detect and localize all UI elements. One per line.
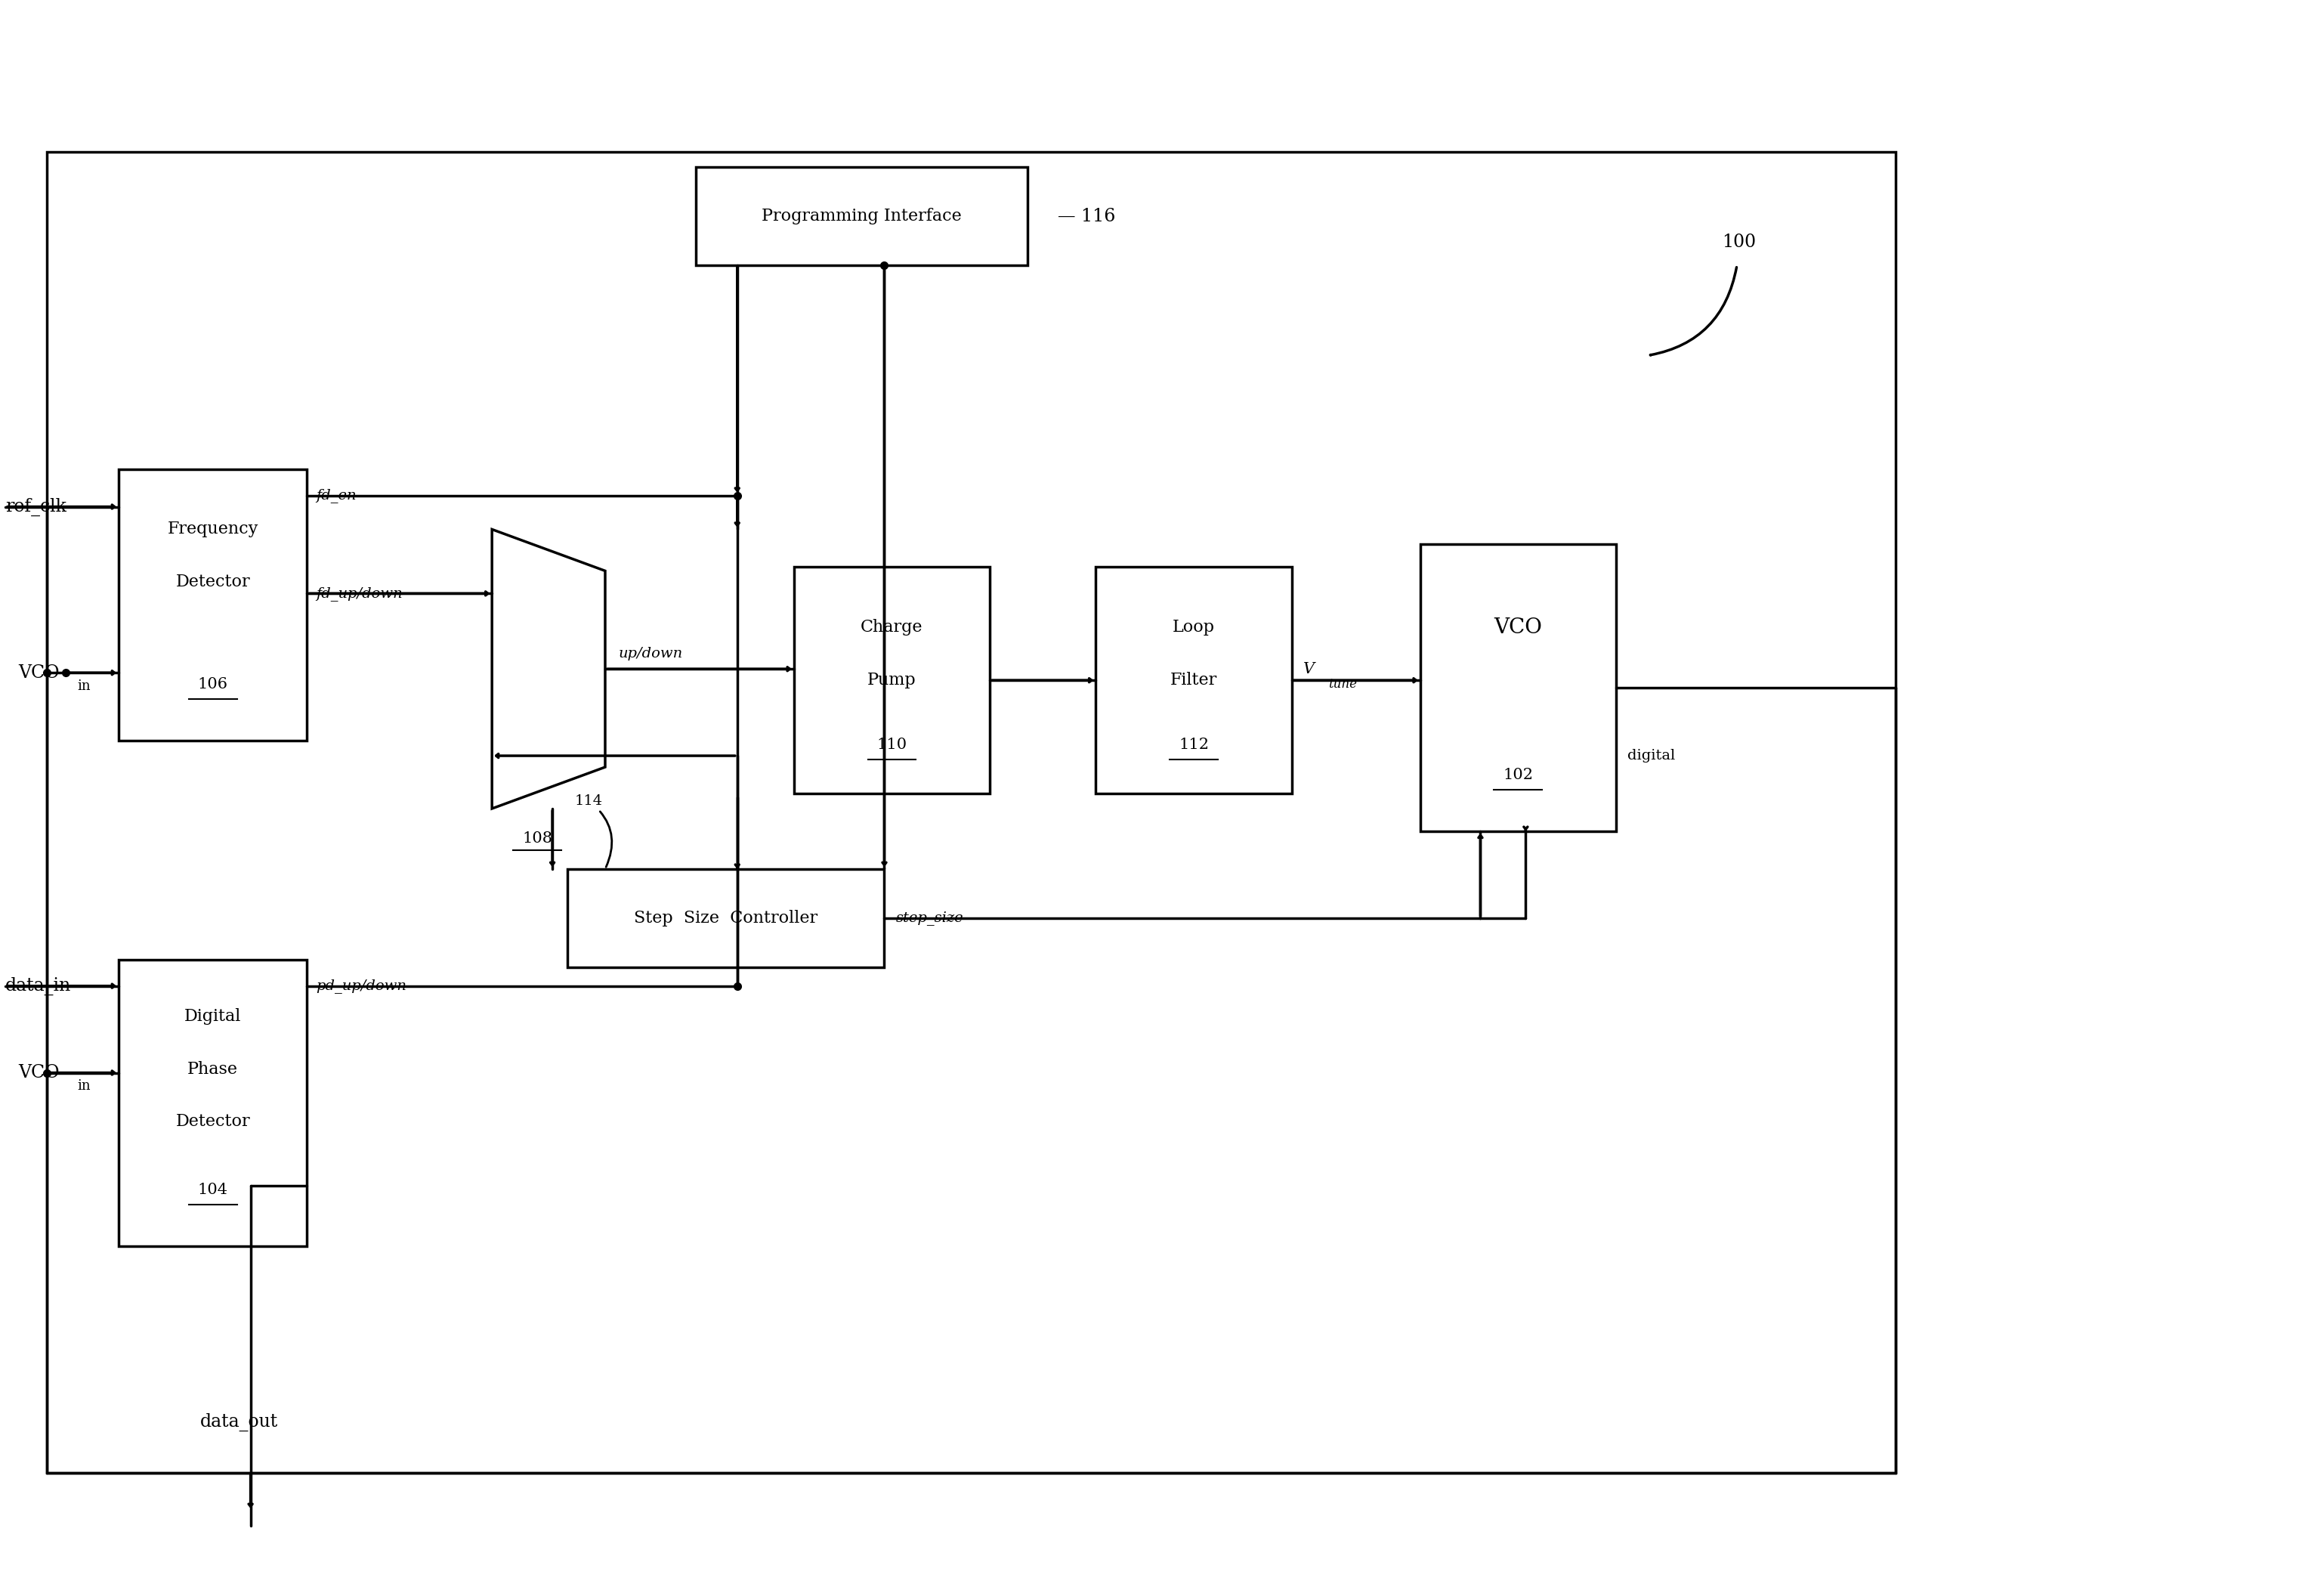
Text: VCO: VCO	[19, 663, 60, 681]
Text: pd_up/down: pd_up/down	[316, 979, 407, 993]
Text: digital: digital	[1627, 749, 1676, 763]
Polygon shape	[493, 530, 604, 809]
Text: in: in	[77, 679, 91, 694]
Text: 106: 106	[198, 678, 228, 692]
FancyBboxPatch shape	[1420, 544, 1615, 832]
Text: 110: 110	[876, 738, 906, 752]
FancyBboxPatch shape	[795, 567, 990, 794]
Text: V: V	[1304, 662, 1315, 676]
Text: 112: 112	[1178, 738, 1208, 752]
Text: up/down: up/down	[618, 647, 683, 660]
Text: Charge: Charge	[860, 619, 923, 636]
Text: Programming Interface: Programming Interface	[762, 208, 962, 224]
FancyBboxPatch shape	[119, 960, 307, 1246]
Text: 104: 104	[198, 1182, 228, 1197]
Text: data_out: data_out	[200, 1412, 279, 1431]
Text: step_size: step_size	[895, 911, 964, 925]
Text: Detector: Detector	[177, 1114, 251, 1130]
Text: VCO: VCO	[1494, 617, 1543, 638]
FancyBboxPatch shape	[695, 167, 1027, 265]
Text: Step  Size  Controller: Step Size Controller	[634, 909, 818, 927]
Text: Phase: Phase	[188, 1060, 237, 1078]
Text: — 116: — 116	[1057, 208, 1116, 225]
Text: fd_up/down: fd_up/down	[316, 586, 402, 600]
Text: Pump: Pump	[867, 671, 916, 689]
FancyBboxPatch shape	[119, 470, 307, 741]
Text: 108: 108	[523, 832, 553, 846]
Text: Detector: Detector	[177, 574, 251, 590]
Text: ref_clk: ref_clk	[5, 498, 67, 516]
Text: Loop: Loop	[1174, 619, 1215, 636]
Text: data_in: data_in	[5, 978, 72, 995]
Text: 114: 114	[574, 794, 611, 867]
FancyBboxPatch shape	[1095, 567, 1292, 794]
FancyBboxPatch shape	[46, 152, 1896, 1473]
Text: Frequency: Frequency	[167, 521, 258, 538]
Text: tune: tune	[1327, 678, 1357, 690]
Text: 100: 100	[1722, 233, 1757, 251]
FancyArrowPatch shape	[1650, 267, 1736, 355]
FancyBboxPatch shape	[567, 870, 885, 966]
Text: in: in	[77, 1079, 91, 1093]
Text: VCO: VCO	[19, 1063, 60, 1081]
Text: Filter: Filter	[1171, 671, 1218, 689]
Text: fd_en: fd_en	[316, 489, 356, 503]
Text: Digital: Digital	[184, 1008, 242, 1025]
Text: 102: 102	[1504, 768, 1534, 782]
